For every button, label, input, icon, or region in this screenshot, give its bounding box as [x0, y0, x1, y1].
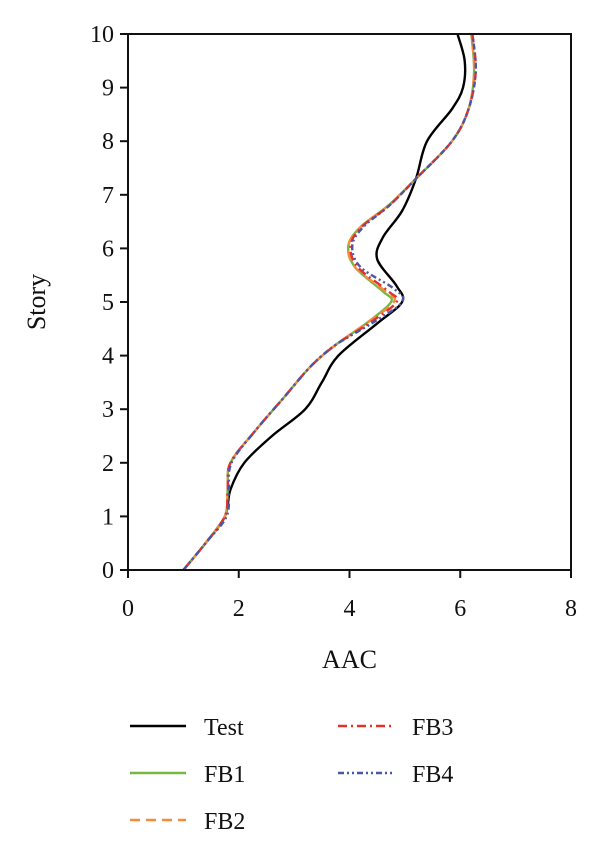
- y-tick-label: 10: [90, 22, 114, 48]
- y-tick-label: 3: [102, 397, 114, 423]
- legend-label-fb4: FB4: [412, 762, 453, 788]
- series-line-fb4: [182, 34, 478, 570]
- series-line-test: [182, 34, 467, 570]
- series-layer: [182, 34, 478, 570]
- legend-item-fb3: FB3: [338, 715, 453, 741]
- x-tick-label: 4: [344, 596, 356, 622]
- series-line-fb1: [182, 34, 476, 570]
- y-tick-label: 2: [102, 451, 114, 477]
- legend-label-test: Test: [204, 715, 244, 741]
- legend-item-fb4: FB4: [338, 762, 453, 788]
- legend-item-test: Test: [130, 715, 244, 741]
- y-tick-label: 7: [102, 183, 114, 209]
- y-tick-label: 6: [102, 236, 114, 262]
- legend-item-fb2: FB2: [130, 809, 245, 835]
- y-tick-label: 1: [102, 504, 114, 530]
- legend-item-fb1: FB1: [130, 762, 245, 788]
- y-axis-title: Story: [22, 274, 51, 330]
- tick-layer: 0 2 4 6 8 0 1 2 3 4 5 6 7 8 9 10: [90, 22, 577, 622]
- x-tick-label: 8: [565, 596, 577, 622]
- plot-frame: [127, 33, 572, 571]
- legend-label-fb1: FB1: [204, 762, 245, 788]
- legend-label-fb3: FB3: [412, 715, 453, 741]
- x-tick-label: 6: [454, 596, 466, 622]
- x-axis-title: AAC: [322, 645, 377, 674]
- y-tick-label: 9: [102, 76, 114, 102]
- x-tick-label: 2: [233, 596, 245, 622]
- y-tick-label: 5: [102, 290, 114, 316]
- y-tick-label: 0: [102, 558, 114, 584]
- legend: Test FB1 FB2 FB3 FB4: [130, 715, 453, 835]
- y-tick-label: 4: [102, 344, 114, 370]
- legend-label-fb2: FB2: [204, 809, 245, 835]
- x-tick-label: 0: [122, 596, 134, 622]
- y-tick-label: 8: [102, 129, 114, 155]
